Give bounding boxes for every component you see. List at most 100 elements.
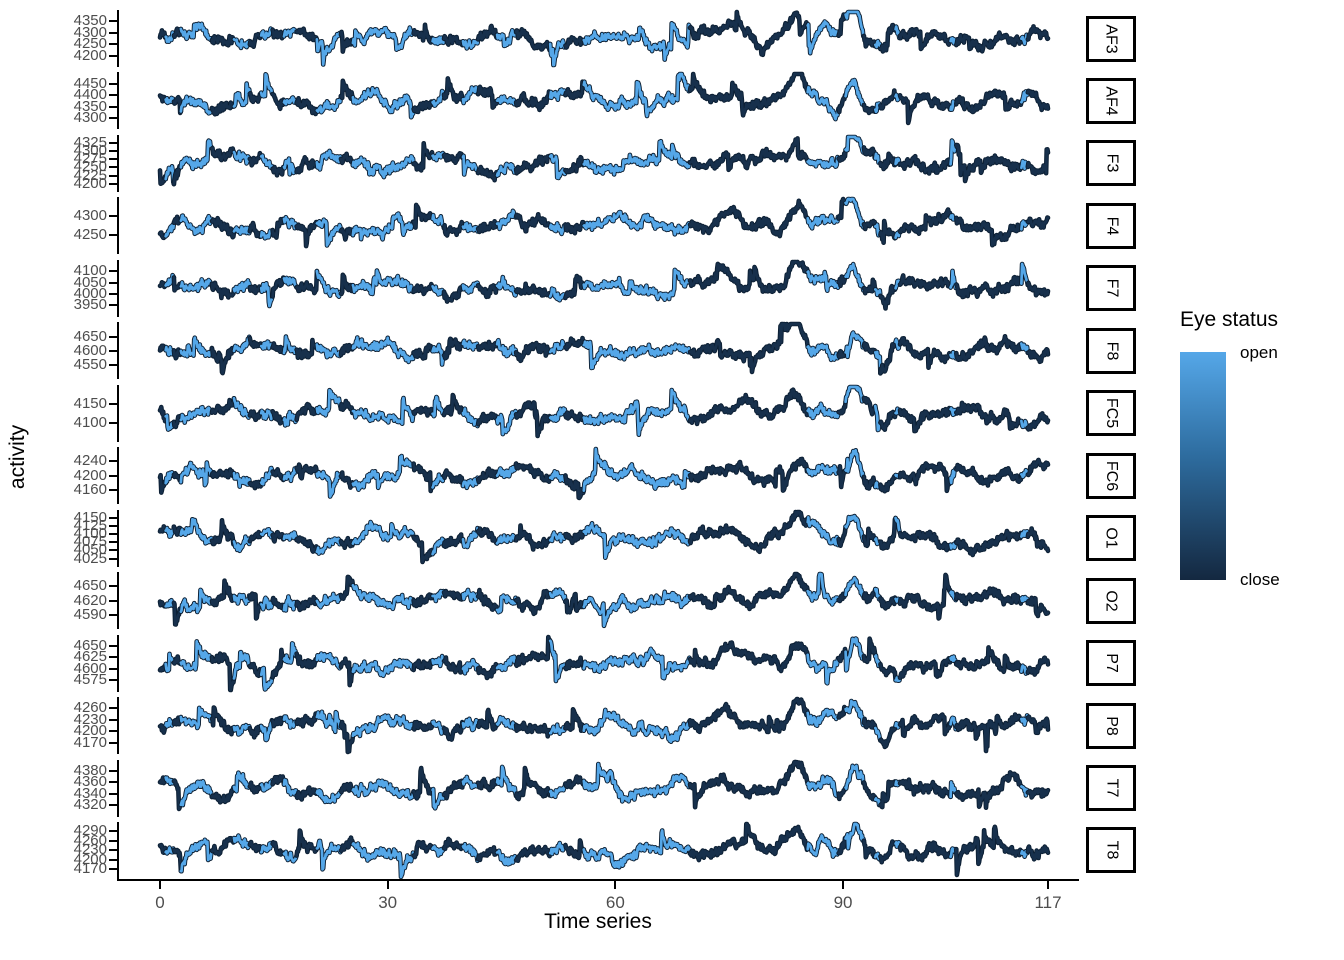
signal-segment-open xyxy=(548,723,567,736)
signal-segment-open xyxy=(582,211,692,237)
facet-strip-label: O2 xyxy=(1103,589,1120,612)
signal-segment-open xyxy=(315,218,343,248)
signal-segment-close xyxy=(442,532,465,548)
y-tick xyxy=(109,516,117,519)
y-tick xyxy=(109,270,117,273)
signal-segment-close xyxy=(837,275,847,287)
signal-segment-close xyxy=(476,24,499,41)
signal-segment-open xyxy=(844,198,866,230)
signal-segment-open xyxy=(351,714,415,738)
signal-segment-open xyxy=(548,406,567,422)
y-tick-label: 4260 xyxy=(73,699,107,717)
signal-segment-open xyxy=(582,647,692,680)
signal-segment-close xyxy=(954,335,1023,362)
signal-segment-close xyxy=(210,785,236,804)
y-tick xyxy=(109,741,117,744)
signal-segment-close xyxy=(1026,596,1050,618)
y-tick xyxy=(109,656,117,659)
signal-segment-open xyxy=(461,339,480,352)
signal-segment-open xyxy=(315,710,343,734)
signal-segment-open xyxy=(844,79,866,107)
signal-segment-open xyxy=(1020,262,1030,287)
y-tick-label: 4550 xyxy=(73,356,107,374)
facet-panel-AF3 xyxy=(157,9,1051,68)
y-tick-label: 4225 xyxy=(73,166,107,184)
signal-segment-close xyxy=(412,282,434,296)
signal-segment-open xyxy=(495,849,518,866)
signal-segment-close xyxy=(898,154,952,175)
signal-segment-close xyxy=(862,104,877,115)
y-tick xyxy=(109,679,117,682)
signal-segment-open xyxy=(164,97,176,105)
signal-segment-close xyxy=(248,480,263,490)
signal-segment-open xyxy=(315,95,343,115)
signal-segment-close xyxy=(898,573,952,620)
signal-segment-open xyxy=(844,262,866,292)
facet-panel-F8 xyxy=(157,321,1051,376)
signal-segment-open xyxy=(351,396,415,425)
signal-segment-close xyxy=(442,77,465,104)
facet-strip-T8: T8 xyxy=(1086,827,1136,874)
signal-segment-open xyxy=(873,39,882,51)
y-tick-label: 4000 xyxy=(73,285,107,303)
facet-strip-label: AF3 xyxy=(1103,23,1120,54)
y-tick xyxy=(109,174,117,177)
y-axis-line xyxy=(117,72,119,130)
signal-segment-open xyxy=(806,214,840,231)
signal-segment-open xyxy=(582,268,692,301)
signal-segment-open xyxy=(259,409,274,421)
signal-segment-close xyxy=(442,655,465,674)
signal-segment-close xyxy=(954,143,1023,183)
signal-segment-open xyxy=(315,592,343,609)
signal-segment-open xyxy=(873,726,882,742)
y-tick-label: 4250 xyxy=(73,158,107,176)
signal-segment-open xyxy=(582,590,692,628)
signal-segment-close xyxy=(1026,147,1050,176)
signal-segment-close xyxy=(295,97,319,116)
y-tick-label: 4290 xyxy=(73,822,107,840)
signal-segment-close xyxy=(879,284,897,310)
signal-segment-close xyxy=(514,523,552,551)
y-tick-label: 4100 xyxy=(73,413,107,431)
signal-segment-close xyxy=(837,94,847,114)
signal-segment-close xyxy=(898,27,952,51)
legend-label-open: open xyxy=(1240,343,1278,362)
facet-strip-O2: O2 xyxy=(1086,577,1136,624)
signal-segment-close xyxy=(514,282,552,298)
facet-strip-O1: O1 xyxy=(1086,515,1136,562)
signal-segment-open xyxy=(495,95,518,107)
signal-segment-open xyxy=(431,395,446,418)
signal-segment-close xyxy=(954,770,1023,809)
signal-segment-close xyxy=(688,136,810,172)
signal-segment-open xyxy=(461,775,480,789)
signal-segment-open xyxy=(179,336,214,358)
signal-segment-open xyxy=(232,723,252,736)
y-tick xyxy=(109,781,117,784)
y-tick xyxy=(109,402,117,405)
signal-segment-open xyxy=(351,336,415,364)
signal-segment-open xyxy=(582,447,692,493)
signal-segment-close xyxy=(172,96,183,115)
signal-segment-close xyxy=(688,457,810,493)
signal-segment-close xyxy=(1026,787,1050,799)
facet-panel-F4 xyxy=(157,197,1051,249)
signal-segment-close xyxy=(412,658,434,671)
y-tick xyxy=(109,718,117,721)
signal-segment-close xyxy=(837,836,847,855)
signal-segment-open xyxy=(548,88,567,102)
signal-segment-open xyxy=(351,87,415,120)
signal-segment-open xyxy=(232,150,252,165)
facet-panel-T8 xyxy=(157,821,1051,880)
signal-segment-close xyxy=(954,216,1023,247)
y-tick xyxy=(109,533,117,536)
signal-segment-open xyxy=(806,402,840,420)
signal-segment-open xyxy=(431,473,446,489)
signal-segment-open xyxy=(232,650,252,680)
y-tick-label: 4300 xyxy=(73,207,107,225)
signal-segment-close xyxy=(295,829,319,857)
facet-strip-P8: P8 xyxy=(1086,702,1136,749)
y-tick-label: 4260 xyxy=(73,831,107,849)
y-tick-label: 3950 xyxy=(73,296,107,314)
facet-strip-label: P8 xyxy=(1102,715,1120,736)
facet-strip-label: O1 xyxy=(1103,527,1120,549)
